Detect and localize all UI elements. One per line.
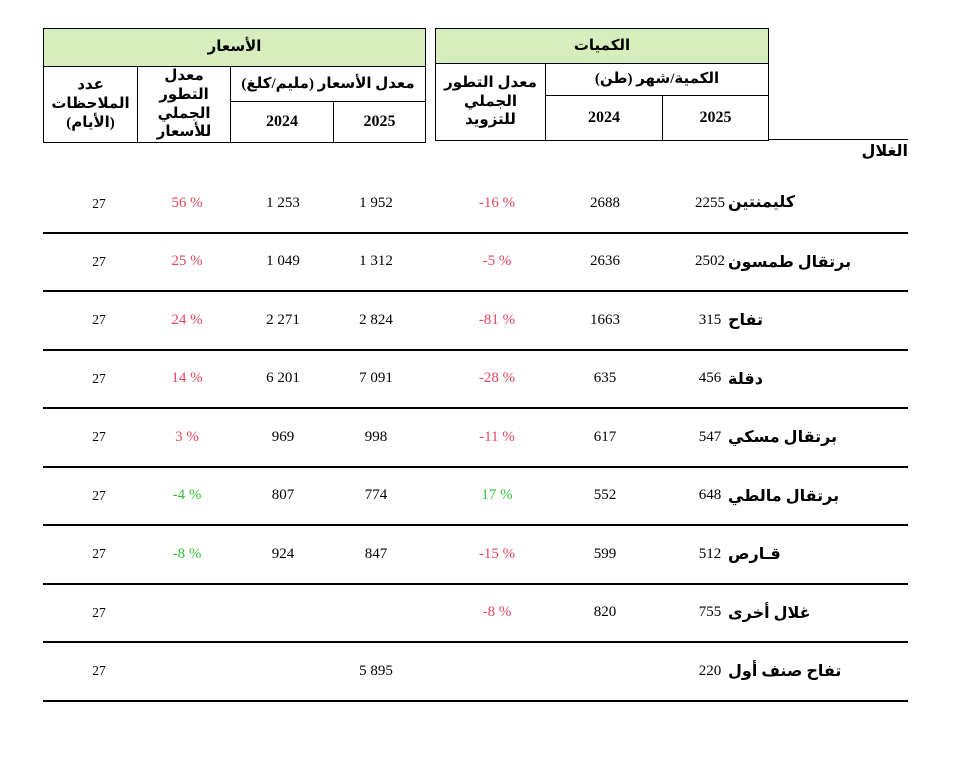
crop-row: 27 -8 % 924 847 -15 % 599 512 قـارص	[43, 526, 908, 585]
crop-name: برتقال مسكي	[728, 429, 838, 447]
observation-days-value: 27	[92, 195, 106, 211]
supply-change-percent: -15 %	[478, 545, 516, 562]
price-change-percent	[137, 643, 237, 700]
prices-header-table: الأسعار معدل الأسعار (مليم/كلغ) معدل الت…	[42, 28, 427, 144]
price-2024-value: 6 201	[266, 370, 300, 387]
quantity-2025-value: 220	[698, 662, 722, 679]
crop-row: 27 -8 % 820 755 غلال أخرى	[43, 585, 908, 643]
price-2024-value: 969	[271, 428, 295, 445]
crop-name: تفاح	[728, 312, 764, 330]
quantity-2025-value: 648	[698, 487, 722, 504]
crop-row: 27 14 % 6 201 7 091 -28 % 635 456 دقلة	[43, 351, 908, 409]
prices-year-2025: 2025	[333, 100, 427, 144]
price-2025-value: 774	[364, 487, 388, 504]
quantities-year-2025: 2025	[662, 95, 770, 141]
price-change-percent: 24 %	[171, 311, 203, 328]
price-change-percent	[137, 585, 237, 642]
crop-name: كليمنتين	[728, 193, 796, 211]
price-2025-value: 2 824	[359, 311, 393, 328]
quantity-2024-value: 1663	[590, 311, 620, 328]
observation-days-value: 27	[92, 546, 106, 562]
crop-name: تفاح صنف أول	[728, 663, 842, 681]
price-2025-value: 5 895	[359, 662, 393, 679]
prices-section-title: الأسعار	[42, 28, 427, 67]
supply-change-header: معدل التطور الجملي للتزويد	[434, 63, 547, 141]
price-2025-value: 998	[364, 428, 388, 445]
price-2024-value	[233, 643, 333, 700]
price-2025-value: 1 312	[359, 253, 393, 270]
supply-change-percent: -28 %	[478, 370, 516, 387]
price-2024-value	[233, 585, 333, 642]
price-2025-value: 1 952	[359, 194, 393, 211]
quantity-2024-value: 2636	[590, 253, 620, 270]
price-2024-value: 807	[271, 487, 295, 504]
price-2024-value: 924	[271, 545, 295, 562]
crops-data-rows: 27 56 % 1 253 1 952 -16 % 2688 2255 كليم…	[43, 140, 908, 702]
prices-change-header: معدل التطور الجملي للأسعار	[137, 66, 232, 143]
crop-row: 27 -4 % 807 774 17 % 552 648 برتقال مالط…	[43, 468, 908, 526]
price-change-percent: -4 %	[172, 487, 202, 504]
price-change-percent: -8 %	[172, 545, 202, 562]
quantity-per-month-header: الكمية/شهر (طن)	[545, 63, 770, 96]
quantity-2024-value: 820	[593, 604, 617, 621]
supply-change-percent: -5 %	[482, 253, 512, 270]
quantity-2024-value: 617	[593, 428, 617, 445]
quantity-2025-value: 547	[698, 428, 722, 445]
quantity-2024-value: 552	[593, 487, 617, 504]
prices-avg-header: معدل الأسعار (مليم/كلغ)	[230, 66, 427, 102]
quantity-2025-value: 456	[698, 370, 722, 387]
observation-days-value: 27	[92, 663, 106, 679]
observation-days-value: 27	[92, 312, 106, 328]
quantity-2025-value: 2255	[695, 194, 725, 211]
crop-row: 27 5 895 220 تفاح صنف أول	[43, 643, 908, 702]
quantity-2024-value: 635	[593, 370, 617, 387]
price-2025-value: 847	[364, 545, 388, 562]
crop-row: 27 56 % 1 253 1 952 -16 % 2688 2255 كليم…	[43, 140, 908, 234]
quantity-2024-value	[555, 643, 655, 700]
observation-days-value: 27	[92, 429, 106, 445]
observation-days-value: 27	[92, 253, 106, 269]
observation-days-value: 27	[92, 604, 106, 620]
price-2024-value: 2 271	[266, 311, 300, 328]
observation-days-value: 27	[92, 370, 106, 386]
supply-change-percent: -81 %	[478, 311, 516, 328]
quantities-header-table: الكميات الكمية/شهر (طن) معدل التطور الجم…	[434, 28, 770, 141]
crop-name: دقلة	[728, 370, 763, 388]
quantity-2025-value: 512	[698, 545, 722, 562]
price-2025-value	[326, 585, 426, 642]
crops-column-title: الغلال	[861, 143, 908, 160]
price-change-percent: 3 %	[175, 428, 199, 445]
price-change-percent: 25 %	[171, 253, 203, 270]
price-2024-value: 1 253	[266, 194, 300, 211]
supply-change-percent	[447, 643, 547, 700]
quantity-2025-value: 315	[698, 311, 722, 328]
crop-name: برتقال مالطي	[728, 487, 840, 505]
crop-name: قـارص	[728, 546, 781, 564]
price-2024-value: 1 049	[266, 253, 300, 270]
price-change-percent: 14 %	[171, 370, 203, 387]
quantities-section-title: الكميات	[434, 28, 770, 64]
price-change-percent: 56 %	[171, 194, 203, 211]
observation-days-value: 27	[92, 487, 106, 503]
quantity-2024-value: 599	[593, 545, 617, 562]
crop-name: برتقال طمسون	[728, 253, 852, 271]
observations-days-header: عدد الملاحظات (الأيام)	[42, 66, 139, 143]
price-2025-value: 7 091	[359, 370, 393, 387]
supply-change-percent: -8 %	[482, 604, 512, 621]
quantities-year-2024: 2024	[545, 95, 664, 141]
crop-row: 27 25 % 1 049 1 312 -5 % 2636 2502 برتقا…	[43, 234, 908, 292]
supply-change-percent: -16 %	[478, 194, 516, 211]
header-bottom-rule	[768, 138, 908, 140]
quantity-2024-value: 2688	[590, 194, 620, 211]
prices-year-2024: 2024	[230, 100, 335, 144]
crop-row: 27 24 % 2 271 2 824 -81 % 1663 315 تفاح	[43, 292, 908, 351]
supply-change-percent: 17 %	[481, 487, 513, 504]
quantity-2025-value: 755	[698, 604, 722, 621]
quantity-2025-value: 2502	[695, 253, 725, 270]
crop-name: غلال أخرى	[728, 604, 811, 622]
supply-change-percent: -11 %	[479, 428, 515, 445]
crop-row: 27 3 % 969 998 -11 % 617 547 برتقال مسكي	[43, 409, 908, 468]
